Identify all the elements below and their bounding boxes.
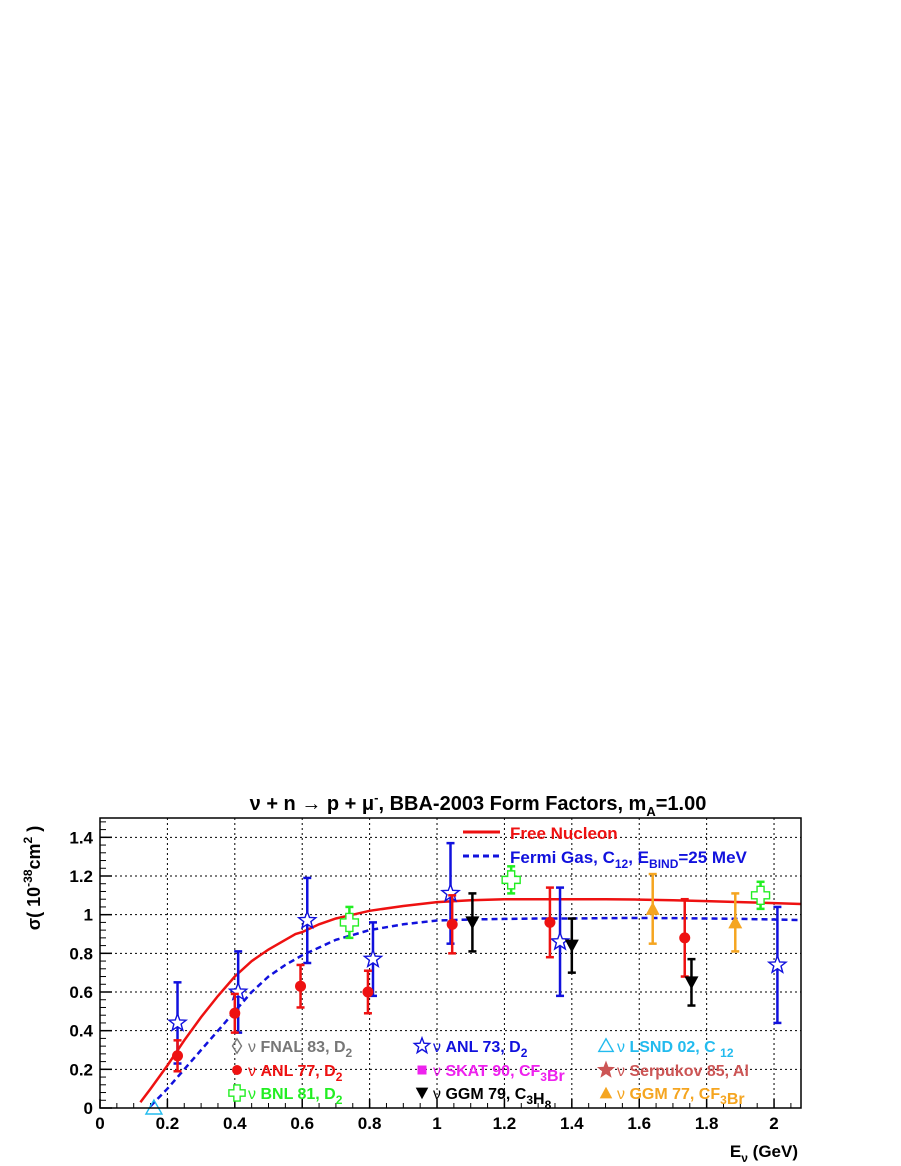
open-star-marker	[296, 909, 318, 930]
legend-entry-label: ν LSND 02, C 12	[617, 1039, 734, 1060]
triangle-up-marker	[599, 1086, 613, 1099]
x-tick-label: 1.8	[695, 1114, 719, 1133]
filled-circle-marker	[362, 986, 374, 998]
legend-bottom: ν FNAL 83, D2 ν ANL 77, D2ν BNL 81, D2 ν A…	[228, 1035, 749, 1112]
ylabel-pre: σ( 10	[24, 887, 44, 930]
x-tick-label: 1.2	[493, 1114, 517, 1133]
legend-label: Fermi Gas, C12, EBIND=25 MeV	[510, 848, 748, 871]
y-tick-label: 0.6	[69, 983, 93, 1002]
title-sup: -	[374, 790, 378, 805]
filled-circle-marker	[172, 1050, 184, 1062]
y-tick-label: 0.2	[69, 1060, 93, 1079]
y-tick-label: 1.4	[69, 828, 93, 847]
xlabel-sub: ν	[741, 1151, 748, 1165]
open-triangle-marker	[597, 1037, 615, 1053]
title-tail: =1.00	[656, 793, 707, 815]
open-cross-marker	[339, 912, 360, 933]
filled-circle-marker	[232, 1065, 242, 1075]
open-cross-marker	[228, 1084, 246, 1102]
filled-circle-marker	[544, 916, 556, 928]
ylabel-sup1: -38	[21, 869, 35, 887]
y-tick-label: 0.8	[69, 944, 93, 963]
open-cross-marker	[750, 885, 771, 906]
x-tick-label: 0.6	[290, 1114, 314, 1133]
open-star-marker	[167, 1011, 189, 1032]
title-sub: A	[646, 804, 656, 819]
filled-circle-marker	[229, 1007, 241, 1019]
axis-ticks: 0 0.2 0.4 0.6 0.8 1 1.2 1.4 1.6 1.8 2 0 0.2 0.4 0.6 0.8…	[69, 821, 792, 1133]
open-star-marker	[549, 930, 571, 951]
legend-label: Free Nucleon	[510, 824, 618, 843]
ylabel-sup2: 2	[21, 836, 35, 843]
open-triangle-marker	[144, 1098, 164, 1115]
x-tick-label: 0.8	[358, 1114, 382, 1133]
legend-entry-label: ν BNL 81, D2	[248, 1086, 343, 1107]
open-star-marker	[766, 953, 788, 974]
open-star-marker	[412, 1035, 432, 1055]
legend-entry-label: ν ANL 73, D2	[433, 1039, 528, 1060]
y-tick-label: 1.2	[69, 867, 93, 886]
plot-frame	[99, 817, 802, 1109]
x-tick-label: 0	[95, 1114, 104, 1133]
x-tick-label: 1.6	[627, 1114, 651, 1133]
open-star-marker	[227, 981, 249, 1001]
filled-square-marker	[417, 1065, 427, 1075]
x-tick-label: 2	[769, 1114, 778, 1133]
triangle-down-marker	[415, 1087, 429, 1100]
open-diamond-marker	[231, 1037, 243, 1055]
x-axis-label: Eν (GeV)	[730, 1142, 798, 1165]
y-tick-label: 1	[84, 906, 93, 925]
triangle-down-marker	[465, 916, 480, 930]
legend-top: Free Nucleon Fermi Gas, C12, EBIND=25 MeV	[463, 824, 748, 871]
open-star-marker	[362, 948, 384, 969]
open-star-marker	[440, 882, 461, 903]
y-tick-label: 0.4	[69, 1022, 93, 1041]
x-tick-label: 0.4	[223, 1114, 247, 1133]
x-tick-label: 1	[432, 1114, 441, 1133]
legend-entry-label: ν FNAL 83, D2	[248, 1039, 353, 1060]
open-cross-marker	[501, 870, 521, 890]
filled-star-marker	[596, 1060, 616, 1078]
filled-circle-marker	[295, 980, 307, 992]
ylabel-post: )	[24, 826, 44, 837]
legend-entry-label: ν ANL 77, D2	[248, 1063, 343, 1084]
y-axis-label: σ( 10-38cm2 )	[21, 826, 44, 930]
x-tick-label: 1.4	[560, 1114, 584, 1133]
legend-entry-label: ν SKAT 90, CF3Br	[433, 1063, 565, 1085]
chart-title: ν + n → p + μ-, BBA-2003 Form Factors, m…	[250, 790, 707, 819]
legend-entry-label: ν GGM 79, C3H8	[433, 1086, 552, 1112]
title-lhs: ν + n → p + μ	[250, 793, 375, 815]
data-points	[144, 841, 788, 1115]
xlabel-unit: (GeV)	[748, 1142, 798, 1161]
triangle-down-marker	[684, 976, 699, 990]
filled-circle-marker	[446, 918, 458, 930]
triangle-down-marker	[564, 939, 579, 953]
triangle-up-marker	[645, 901, 660, 915]
filled-circle-marker	[679, 932, 691, 944]
triangle-up-marker	[728, 915, 743, 929]
fermi-gas-curve	[149, 916, 802, 1107]
xlabel-main: E	[730, 1142, 741, 1161]
y-tick-label: 0	[84, 1099, 93, 1118]
legend-entry-label: ν GGM 77, CF3Br	[617, 1086, 745, 1108]
legend-entry-label: ν Serpukov 85, Al	[617, 1063, 749, 1080]
title-rest: , BBA-2003 Form Factors, m	[378, 793, 646, 815]
x-tick-label: 0.2	[156, 1114, 180, 1133]
ylabel-mid: cm	[24, 843, 44, 869]
